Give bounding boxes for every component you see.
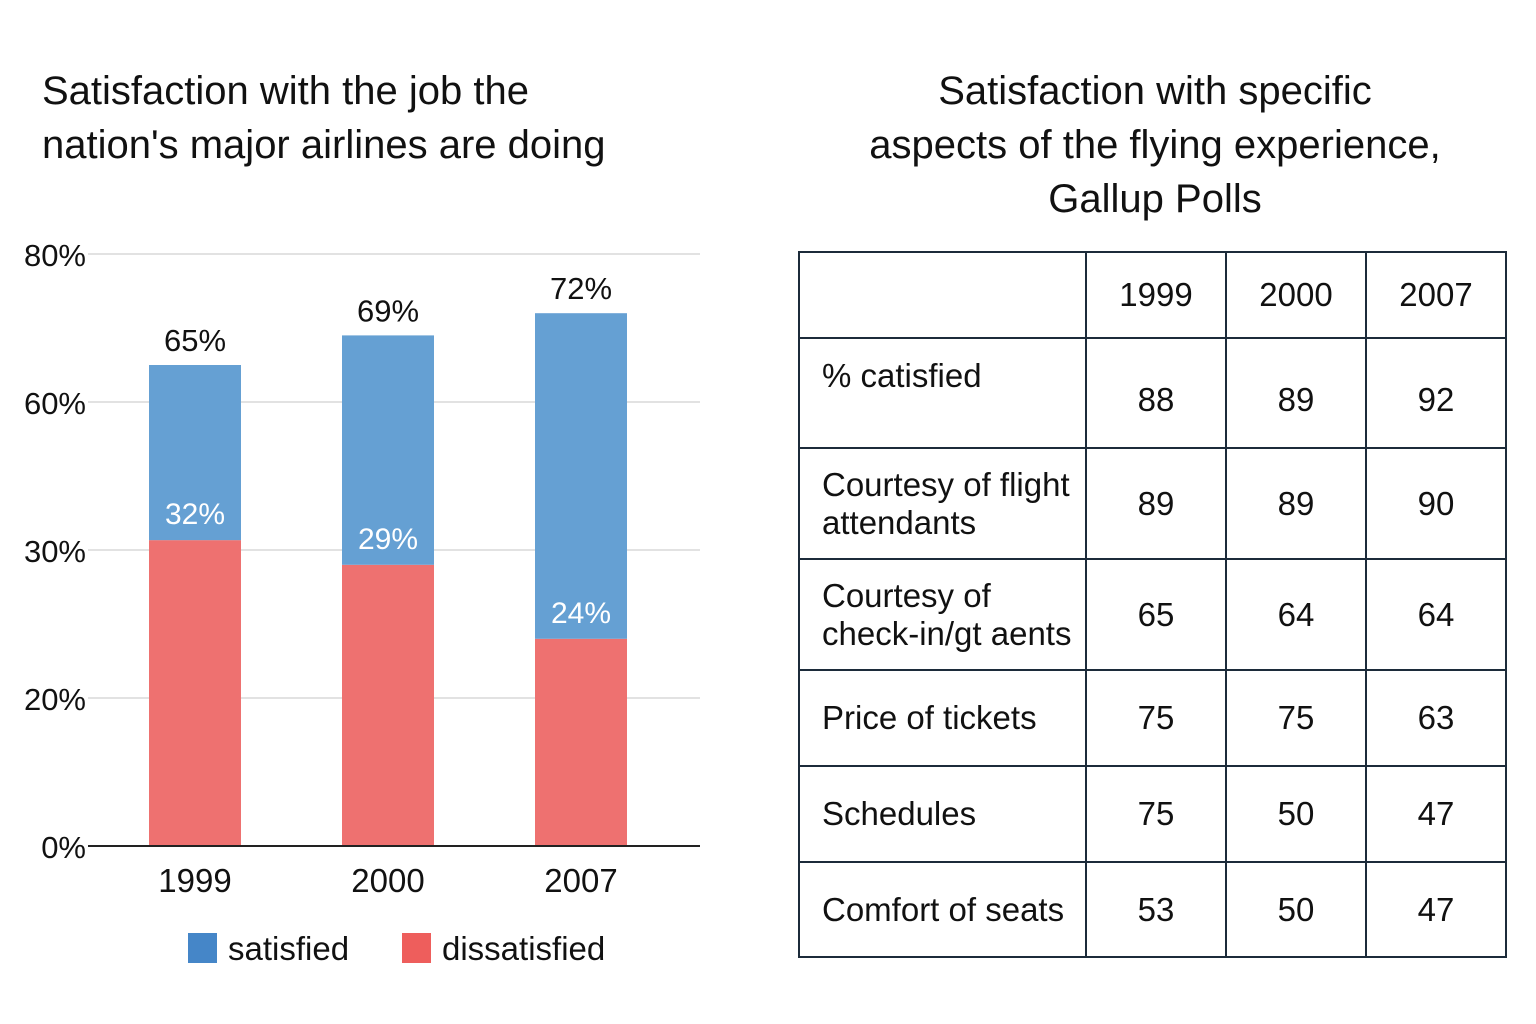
bar-chart-title-line-2: nation's major airlines are doing xyxy=(42,123,606,167)
satisfaction-table: 1999 2000 2007 % catisfied 88 89 92 Courtesy… xyxy=(798,251,1507,958)
table-header-year: 2007 xyxy=(1365,251,1507,339)
table-cell: 50 xyxy=(1225,765,1367,863)
legend-swatch-satisfied xyxy=(188,933,217,963)
row-label: Schedules xyxy=(798,765,1087,863)
table-row: Schedules 75 50 47 xyxy=(798,765,1507,863)
table-cell: 63 xyxy=(1365,669,1507,767)
y-tick-label: 20% xyxy=(24,682,86,717)
table-cell: 75 xyxy=(1225,669,1367,767)
bar-dissatisfied xyxy=(342,564,434,846)
table-cell: 89 xyxy=(1225,337,1367,449)
row-label: Price of tickets xyxy=(798,669,1087,767)
data-label-satisfied: 65% xyxy=(164,323,226,358)
bar-chart-title: Satisfaction with the job the nation's m… xyxy=(42,64,742,172)
row-label-line: Comfort of seats xyxy=(822,890,1065,928)
table-title-line-3: Gallup Polls xyxy=(1048,177,1262,221)
table-row: Courtesy of check-in/gt aents 65 64 64 xyxy=(798,558,1507,671)
table-title-line-1: Satisfaction with specific xyxy=(938,69,1372,113)
table-header-row: 1999 2000 2007 xyxy=(798,251,1507,339)
table-cell: 53 xyxy=(1085,861,1227,958)
bar-satisfied xyxy=(342,335,434,565)
bar-dissatisfied xyxy=(149,540,241,846)
legend-swatch-dissatisfied xyxy=(402,933,431,963)
table-cell: 89 xyxy=(1225,447,1367,560)
table-cell: 75 xyxy=(1085,669,1227,767)
bar-satisfied xyxy=(149,365,241,541)
x-tick-label: 2007 xyxy=(544,862,617,899)
row-label-line: check-in/gt aents xyxy=(822,614,1072,652)
table-header-year: 1999 xyxy=(1085,251,1227,339)
table-row: Courtesy of flight attendants 89 89 90 xyxy=(798,447,1507,560)
table-cell: 64 xyxy=(1225,558,1367,671)
table-cell: 65 xyxy=(1085,558,1227,671)
row-label: Courtesy of check-in/gt aents xyxy=(798,558,1087,671)
row-label-line: Price of tickets xyxy=(822,699,1037,736)
table-title: Satisfaction with specific aspects of th… xyxy=(790,64,1520,226)
y-tick-label: 0% xyxy=(41,830,86,865)
table-cell: 47 xyxy=(1365,765,1507,863)
data-label-dissatisfied: 32% xyxy=(165,498,225,531)
row-label-line: attendants xyxy=(822,503,977,541)
table-header-empty xyxy=(798,251,1087,339)
bar-satisfied xyxy=(535,313,627,639)
row-label: Comfort of seats xyxy=(798,861,1087,958)
y-tick-label: 80% xyxy=(24,238,86,273)
table-cell: 50 xyxy=(1225,861,1367,958)
y-tick-label: 60% xyxy=(24,386,86,421)
table-header-year: 2000 xyxy=(1225,251,1367,339)
bar-chart-title-line-1: Satisfaction with the job the xyxy=(42,69,529,113)
table-cell: 90 xyxy=(1365,447,1507,560)
table-row: Price of tickets 75 75 63 xyxy=(798,669,1507,767)
data-label-satisfied: 69% xyxy=(357,293,419,328)
legend-label-satisfied: satisfied xyxy=(228,930,349,967)
data-label-dissatisfied: 24% xyxy=(551,597,611,630)
table-cell: 88 xyxy=(1085,337,1227,449)
bar-dissatisfied xyxy=(535,638,627,846)
row-label-line: Courtesy of xyxy=(822,576,991,614)
row-label-line: % catisfied xyxy=(822,357,982,394)
table-row: % catisfied 88 89 92 xyxy=(798,337,1507,449)
row-label-line: Schedules xyxy=(822,795,977,832)
y-tick-label: 30% xyxy=(24,534,86,569)
table-cell: 89 xyxy=(1085,447,1227,560)
data-label-satisfied: 72% xyxy=(550,271,612,306)
row-label-line: Courtesy of flight xyxy=(822,465,1070,503)
table-row: Comfort of seats 53 50 47 xyxy=(798,861,1507,958)
row-label: Courtesy of flight attendants xyxy=(798,447,1087,560)
x-tick-label: 1999 xyxy=(158,862,231,899)
stacked-bar-chart: 0% 20% 30% 60% 80% 65% 32% 1999 69% 29% 2000 72% 24%… xyxy=(24,238,700,967)
row-label: % catisfied xyxy=(798,337,1087,449)
table-cell: 75 xyxy=(1085,765,1227,863)
table-cell: 92 xyxy=(1365,337,1507,449)
table-title-line-2: aspects of the flying experience, xyxy=(869,123,1441,167)
legend-label-dissatisfied: dissatisfied xyxy=(442,930,605,967)
data-label-dissatisfied: 29% xyxy=(358,523,418,556)
table-cell: 47 xyxy=(1365,861,1507,958)
x-tick-label: 2000 xyxy=(351,862,424,899)
table-cell: 64 xyxy=(1365,558,1507,671)
